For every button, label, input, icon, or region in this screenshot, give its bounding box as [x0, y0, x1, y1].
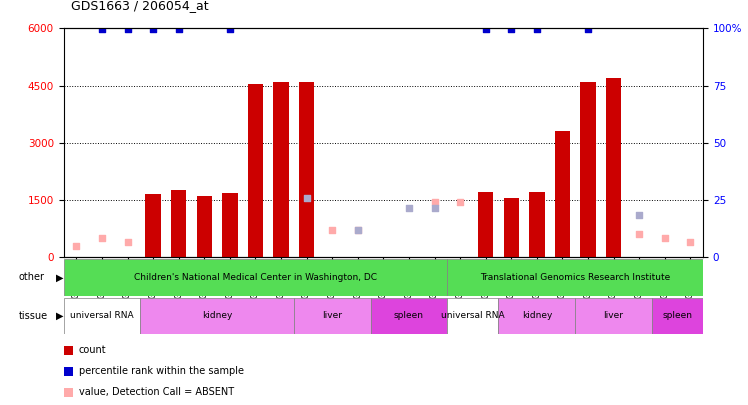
Text: ▶: ▶ — [56, 273, 64, 282]
Point — [147, 26, 159, 32]
Point — [224, 26, 236, 32]
Text: liver: liver — [604, 311, 624, 320]
Bar — [171, 190, 186, 257]
Bar — [503, 198, 519, 257]
Bar — [498, 298, 575, 334]
Bar — [299, 82, 314, 257]
Point — [479, 26, 491, 32]
Point — [301, 195, 313, 201]
Text: spleen: spleen — [663, 311, 693, 320]
Point — [173, 26, 185, 32]
Bar — [141, 298, 294, 334]
Bar — [580, 82, 595, 257]
Text: count: count — [79, 345, 106, 355]
Bar — [447, 259, 703, 296]
Point — [429, 198, 441, 205]
Point — [582, 26, 594, 32]
Point — [121, 26, 133, 32]
Text: universal RNA: universal RNA — [70, 311, 134, 320]
Point — [326, 227, 338, 234]
Bar — [529, 192, 545, 257]
Bar — [555, 131, 570, 257]
Point — [403, 205, 415, 211]
Point — [454, 198, 466, 205]
Bar — [575, 298, 652, 334]
Text: kidney: kidney — [202, 311, 233, 320]
Bar — [197, 196, 212, 257]
Point — [633, 212, 645, 218]
Point — [70, 243, 82, 249]
Text: kidney: kidney — [521, 311, 552, 320]
Text: percentile rank within the sample: percentile rank within the sample — [79, 367, 244, 376]
Bar — [273, 82, 289, 257]
Point — [531, 26, 543, 32]
Text: tissue: tissue — [19, 311, 48, 321]
Bar — [652, 298, 703, 334]
Text: Translational Genomics Research Institute: Translational Genomics Research Institut… — [480, 273, 670, 282]
Point — [505, 26, 517, 32]
Point — [429, 205, 441, 211]
Bar — [447, 298, 498, 334]
Bar — [222, 193, 238, 257]
Bar — [145, 194, 161, 257]
Point — [633, 231, 645, 237]
Bar — [606, 78, 622, 257]
Text: liver: liver — [322, 311, 342, 320]
Text: ▶: ▶ — [56, 311, 64, 321]
Bar — [294, 298, 370, 334]
Text: spleen: spleen — [394, 311, 424, 320]
Point — [121, 239, 133, 245]
Text: GDS1663 / 206054_at: GDS1663 / 206054_at — [71, 0, 209, 12]
Bar — [478, 192, 494, 257]
Text: Children's National Medical Center in Washington, DC: Children's National Medical Center in Wa… — [134, 273, 377, 282]
Point — [659, 235, 671, 241]
Point — [96, 235, 108, 241]
Point — [96, 26, 108, 32]
Bar — [64, 298, 141, 334]
Bar — [370, 298, 447, 334]
Bar — [64, 259, 447, 296]
Text: value, Detection Call = ABSENT: value, Detection Call = ABSENT — [79, 388, 233, 397]
Point — [352, 227, 364, 234]
Bar — [248, 84, 263, 257]
Point — [684, 239, 696, 245]
Point — [352, 227, 364, 234]
Text: other: other — [19, 273, 45, 282]
Text: universal RNA: universal RNA — [441, 311, 505, 320]
